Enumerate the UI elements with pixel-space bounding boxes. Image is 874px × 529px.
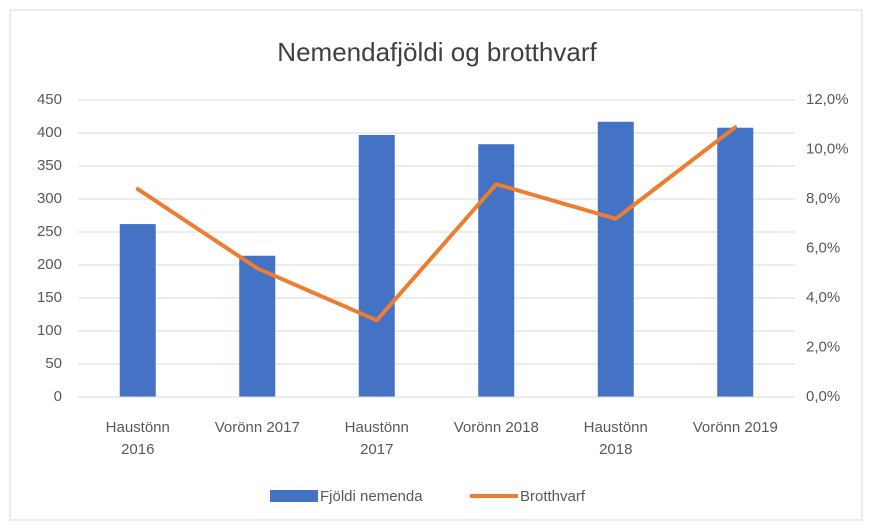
y-tick-label: 0 [54,388,62,405]
x-tick-label: Haustönn 2018 [584,419,648,458]
y2-tick-label: 6,0% [806,239,840,256]
y-tick-label: 50 [45,355,62,372]
chart-title: Nemendafjöldi og brotthvarf [277,37,597,67]
x-tick-label: Vorönn 2017 [215,419,300,436]
bar [119,224,156,397]
legend-swatch [270,490,318,502]
x-tick-label: Haustönn 2017 [345,419,409,458]
y-tick-label: 450 [37,91,62,108]
y-tick-label: 400 [37,124,62,141]
y-tick-label: 300 [37,190,62,207]
bar [478,144,515,397]
y2-tick-label: 2,0% [806,338,840,355]
bar [239,255,276,397]
bar [358,134,395,398]
y-tick-label: 200 [37,256,62,273]
x-tick-label: Vorönn 2018 [454,419,539,436]
y2-tick-label: 0,0% [806,388,840,405]
y2-tick-label: 4,0% [806,289,840,306]
legend-label: Brotthvarf [520,488,586,505]
x-tick-label: Vorönn 2019 [693,419,778,436]
y-tick-label: 100 [37,322,62,339]
x-tick-label: Haustönn 2016 [106,419,170,458]
y-tick-label: 150 [37,289,62,306]
y2-tick-label: 8,0% [806,190,840,207]
bar [717,127,754,397]
bar [597,121,634,397]
y-tick-label: 350 [37,157,62,174]
y2-tick-label: 12,0% [806,91,849,108]
legend-label: Fjöldi nemenda [320,488,423,505]
y2-tick-label: 10,0% [806,140,849,157]
y-tick-label: 250 [37,223,62,240]
line [135,125,738,323]
